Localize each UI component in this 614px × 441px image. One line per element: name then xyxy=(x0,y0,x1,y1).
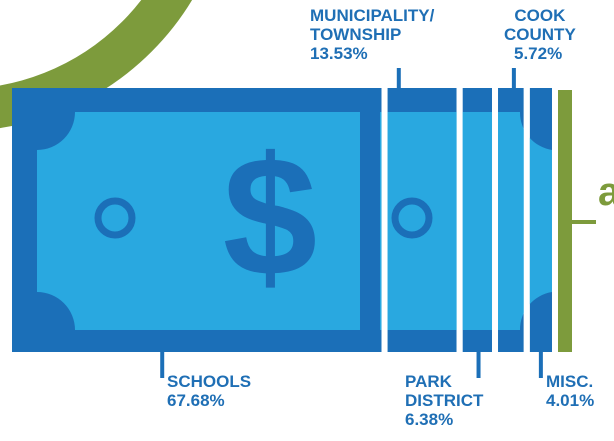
category-label: MUNICIPALITY/ TOWNSHIP xyxy=(310,6,435,44)
bill-panel xyxy=(37,112,360,330)
value-label: 67.68% xyxy=(167,391,225,410)
bill-decoration: $ xyxy=(37,112,552,330)
category-label: SCHOOLS xyxy=(167,372,252,391)
separator xyxy=(381,86,388,354)
annotation: a xyxy=(598,170,614,214)
separator xyxy=(523,86,530,354)
bill-panel xyxy=(380,112,552,330)
bill-circle xyxy=(391,197,433,239)
value-label: 5.72% xyxy=(514,44,563,63)
category-label: COOK COUNTY xyxy=(504,6,576,44)
category-label: MISC. xyxy=(546,372,594,391)
category-label: PARK DISTRICT xyxy=(405,372,484,410)
value-label: 4.01% xyxy=(546,391,595,410)
bill-circle xyxy=(94,197,136,239)
separator xyxy=(456,86,463,354)
value-label: 13.53% xyxy=(310,44,368,63)
separators xyxy=(381,86,530,354)
bracket xyxy=(558,90,572,352)
dollar-sign: $ xyxy=(223,122,318,312)
separator xyxy=(492,86,499,354)
value-label: 6.38% xyxy=(405,410,454,429)
